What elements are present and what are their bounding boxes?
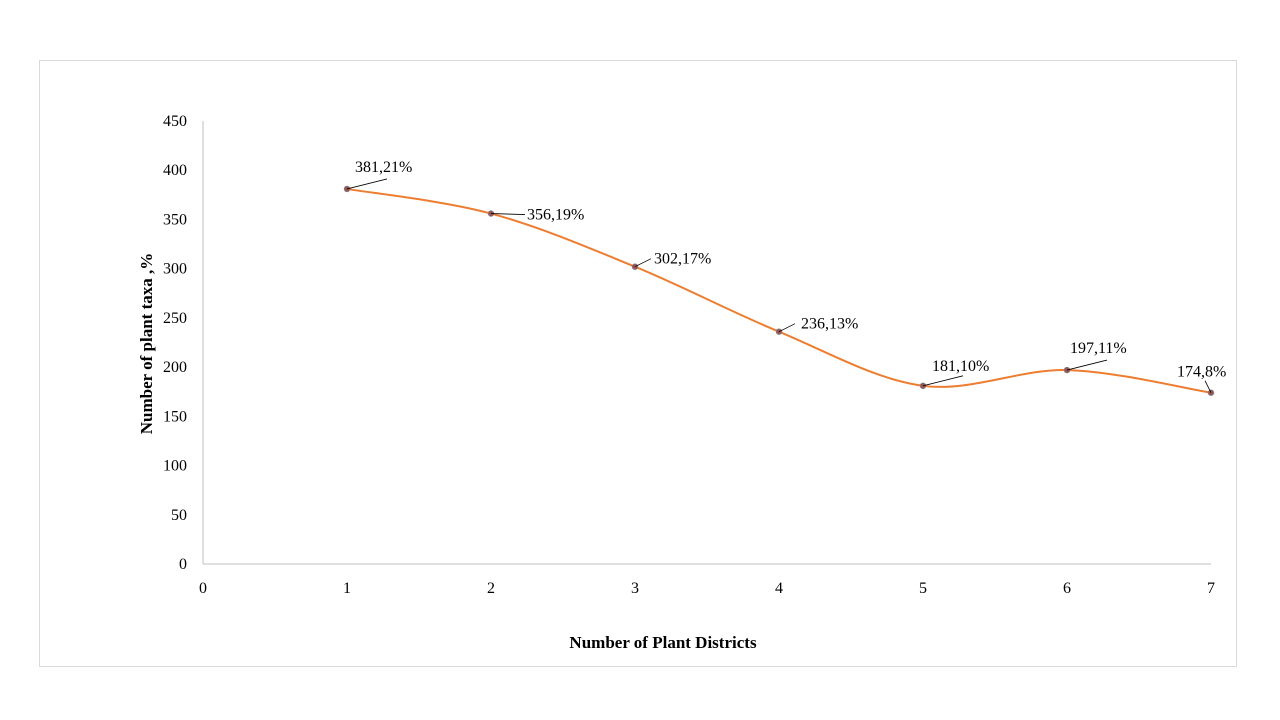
y-tick-label: 50: [171, 507, 187, 524]
y-axis-title: Number of plant taxa ,%: [137, 253, 156, 435]
data-label: 174,8%: [1177, 364, 1226, 381]
data-label: 381,21%: [355, 159, 412, 176]
y-tick-label: 450: [163, 113, 187, 130]
y-tick-label: 350: [163, 211, 187, 228]
data-label: 181,10%: [932, 358, 989, 375]
label-leader-line: [346, 178, 388, 190]
data-point: [775, 328, 783, 335]
label-leader-line: [634, 258, 652, 268]
x-tick-label: 0: [199, 580, 207, 597]
label-leader-line: [1204, 380, 1212, 393]
y-tick-label: 300: [163, 261, 187, 278]
data-label: 302,17%: [654, 251, 711, 268]
chart-frame: [39, 60, 1237, 667]
x-tick-label: 6: [1063, 580, 1071, 597]
label-leader-line: [778, 323, 796, 333]
x-tick-label: 7: [1207, 580, 1215, 597]
y-tick-labels: 0 50 100 150 200 250 300 350 400 450: [163, 113, 187, 573]
data-label: 236,13%: [801, 316, 858, 333]
label-leader-line: [922, 375, 964, 387]
x-tick-label: 3: [631, 580, 639, 597]
x-tick-label: 1: [343, 580, 351, 597]
x-tick-label: 2: [487, 580, 495, 597]
y-tick-label: 200: [163, 359, 187, 376]
series-line: [346, 187, 1212, 394]
data-labels: 381,21% 356,19% 302,17% 236,13% 181,10% 197,1…: [346, 159, 1226, 393]
axes: [202, 121, 1211, 565]
y-tick-label: 250: [163, 310, 187, 327]
x-tick-labels: 0 1 2 3 4 5 6 7: [199, 580, 1215, 597]
data-point: [631, 263, 639, 270]
x-tick-label: 5: [919, 580, 927, 597]
x-tick-label: 4: [775, 580, 783, 597]
y-tick-label: 100: [163, 458, 187, 475]
series: [343, 185, 1215, 396]
y-tick-label: 400: [163, 162, 187, 179]
label-leader-line: [490, 213, 526, 215]
label-leader-line: [1066, 359, 1108, 371]
y-tick-label: 150: [163, 408, 187, 425]
x-axis-title: Number of Plant Districts: [569, 633, 757, 652]
y-tick-label: 0: [179, 556, 187, 573]
data-label: 356,19%: [527, 207, 584, 224]
data-label: 197,11%: [1070, 340, 1127, 357]
